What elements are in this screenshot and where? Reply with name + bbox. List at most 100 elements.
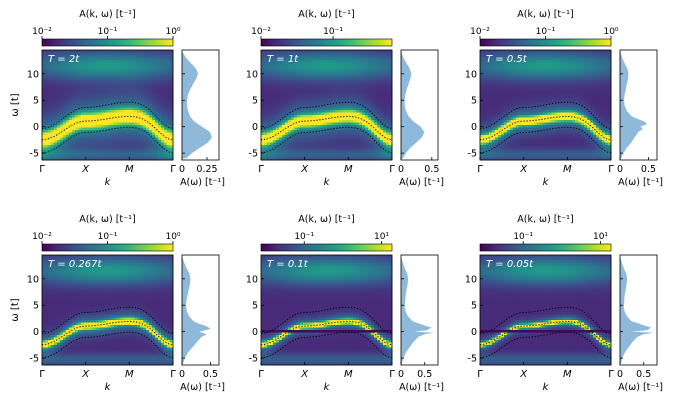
heatmap-cell [89,77,94,81]
heatmap-cell [170,135,174,138]
heatmap-cell [281,127,286,131]
heatmap-cell [347,155,351,158]
heatmap-cell [350,97,354,101]
heatmap-cell [368,67,372,71]
heatmap-cell [338,95,342,98]
heatmap-cell [110,55,114,58]
heatmap-cell [275,157,280,161]
heatmap-cell [74,55,79,58]
heatmap-cell [539,145,543,148]
heatmap-cell [146,57,150,61]
heatmap-cell [101,137,105,141]
heatmap-cell [44,120,49,123]
heatmap-cell [368,100,372,103]
heatmap-cell [278,152,283,156]
heatmap-cell [320,115,324,118]
heatmap-cell [80,155,85,158]
heatmap-cell [341,137,345,141]
heatmap-cell [494,112,499,116]
heatmap-cell [299,72,304,76]
heatmap-cell [338,125,342,128]
heatmap-cell [104,60,108,63]
heatmap-cell [137,157,141,161]
heatmap-cell [59,145,64,148]
heatmap-cell [389,127,393,131]
heatmap-cell [377,135,381,138]
heatmap-cell [353,57,357,61]
heatmap-cell [296,57,301,61]
heatmap-cell [83,107,88,111]
heatmap-cell [170,127,174,131]
heatmap-cell [353,70,357,73]
heatmap-cell [50,100,55,103]
heatmap [42,50,174,161]
heatmap-cell [47,110,52,113]
heatmap-cell [359,157,363,161]
heatmap-cell [545,77,549,81]
heatmap-cell [263,95,268,98]
heatmap-cell [365,137,369,141]
heatmap-cell [527,157,532,161]
heatmap-cell [299,95,304,98]
heatmap-cell [353,82,357,86]
heatmap-cell [86,115,91,118]
heatmap-cell [530,70,534,73]
heatmap-cell [509,120,514,123]
heatmap-cell [293,70,298,73]
heatmap-cell [353,97,357,101]
heatmap-cell [380,87,384,91]
heatmap-cell [122,117,126,121]
heatmap-cell [113,57,117,61]
heatmap-cell [284,125,289,128]
heatmap-cell [278,87,283,91]
heatmap-cell [500,135,505,138]
heatmap-cell [293,97,298,101]
heatmap-cell [323,75,327,78]
heatmap-cell [386,140,390,143]
heatmap-cell [269,137,274,141]
heatmap-cell [308,150,313,153]
heatmap-cell [308,120,313,123]
heatmap-cell [269,85,274,88]
heatmap-cell [269,132,274,136]
heatmap-cell [269,115,274,118]
heatmap-cell [143,82,147,86]
heatmap-cell [482,100,487,103]
heatmap-cell [140,120,144,123]
heatmap-cell [290,140,295,143]
heatmap-cell [263,142,268,146]
heatmap-cell [161,90,165,93]
heatmap-cell [509,102,514,106]
heatmap-cell [347,92,351,96]
heatmap-cell [521,145,526,148]
heatmap-cell [389,100,393,103]
heatmap-cell [116,150,120,153]
heatmap-cell [125,100,129,103]
heatmap-cell [335,100,339,103]
heatmap-cell [320,87,324,91]
heatmap-cell [146,90,150,93]
heatmap-cell [299,157,304,161]
heatmap-cell [128,145,132,148]
heatmap-cell [74,122,79,126]
heatmap-cell [74,72,79,76]
heatmap-cell [119,115,123,118]
heatmap-cell [119,90,123,93]
heatmap-cell [86,72,91,76]
heatmap-cell [491,77,496,81]
heatmap-cell [530,147,534,151]
heatmap-cell [480,157,484,161]
heatmap-cell [155,90,159,93]
heatmap-cell [263,117,268,121]
heatmap-cell [107,112,111,116]
heatmap-cell [89,145,94,148]
heatmap-cell [134,130,138,133]
heatmap-cell [362,125,366,128]
heatmap-cell [494,50,499,53]
heatmap-cell [356,75,360,78]
heatmap-cell [68,90,73,93]
heatmap-cell [383,75,387,78]
heatmap-cell [128,75,132,78]
heatmap-cell [503,70,508,73]
heatmap-cell [161,102,165,106]
